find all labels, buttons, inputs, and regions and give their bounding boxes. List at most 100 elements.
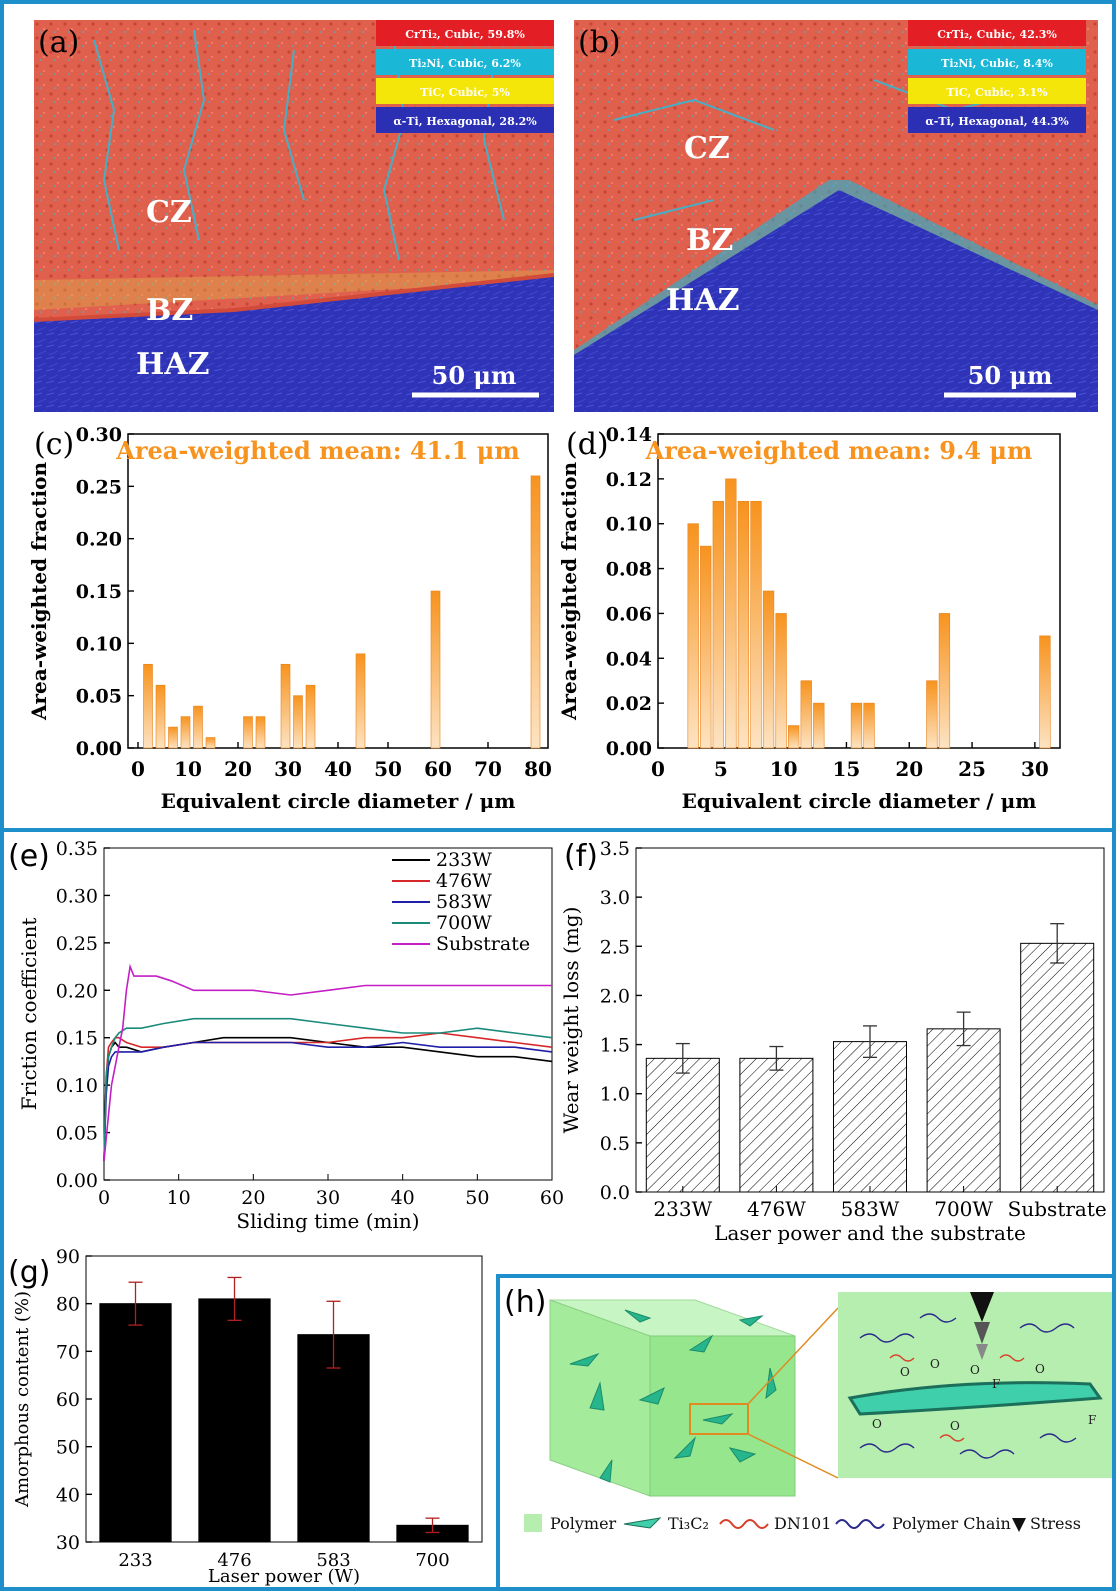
panel-a-micrograph: CrTi₂, Cubic, 59.8% Ti₂Ni, Cubic, 6.2% T… (34, 20, 554, 412)
x-tick-label: 60 (424, 757, 452, 781)
x-axis-label: Equivalent circle diameter / μm (161, 789, 516, 813)
histogram-bar (939, 613, 950, 748)
x-axis-label: Equivalent circle diameter / μm (682, 789, 1037, 813)
histogram-bar (244, 717, 253, 748)
histogram-bar (256, 717, 265, 748)
atom-label-f: F (992, 1377, 1000, 1391)
y-axis-label: Wear weight loss (mg) (560, 907, 583, 1134)
chart-d: (d) 0.000.020.040.060.080.100.120.140510… (560, 420, 1108, 825)
x-tick-label: 25 (958, 757, 986, 781)
legend-item-polymer: Polymer (524, 1514, 617, 1533)
histogram-bar (194, 706, 203, 748)
zone-label-bz: BZ (146, 293, 193, 328)
histogram-bar (726, 479, 737, 748)
histogram-bar (294, 696, 303, 748)
panel-d-letter: (d) (566, 427, 609, 462)
series-line (104, 1033, 552, 1161)
y-tick-label: 0.08 (606, 559, 652, 581)
y-tick-label: 30 (56, 1532, 80, 1554)
x-tick-label: 10 (770, 757, 798, 781)
svg-text:Polymer: Polymer (550, 1514, 617, 1533)
x-tick-label: 10 (167, 1187, 191, 1209)
dn101-chain-icon (720, 1520, 768, 1528)
category-label: 476W (747, 1197, 806, 1221)
y-tick-label: 1.0 (600, 1084, 630, 1106)
atom-label-o: O (950, 1419, 960, 1433)
y-tick-label: 0.15 (76, 581, 122, 603)
histogram-bar (181, 717, 190, 748)
panel-a-legend-item: Ti₂Ni, Cubic, 6.2% (376, 49, 554, 75)
scale-bar-label: 50 μm (968, 361, 1053, 390)
panel-f-letter: (f) (564, 839, 598, 874)
histogram-bar (763, 591, 774, 748)
bar (199, 1299, 270, 1542)
histogram-bar (776, 613, 787, 748)
bar (100, 1304, 171, 1542)
y-tick-label: 0.0 (600, 1182, 630, 1204)
histogram-bar (1040, 636, 1051, 748)
x-tick-label: 30 (316, 1187, 340, 1209)
legend-label: 233W (436, 849, 492, 871)
x-tick-label: 0 (131, 757, 145, 781)
chart-e: (e) 0.000.050.100.150.200.250.300.350102… (6, 836, 576, 1248)
histogram-bar (813, 703, 824, 748)
y-tick-label: 0.10 (56, 1075, 98, 1097)
x-tick-label: 10 (174, 757, 202, 781)
scale-bar-label: 50 μm (432, 361, 517, 390)
x-tick-label: 20 (241, 1187, 265, 1209)
svg-text:α-Ti, Hexagonal, 44.3%: α-Ti, Hexagonal, 44.3% (925, 115, 1069, 128)
category-label: 233W (653, 1197, 712, 1221)
legend-item-stress: Stress (1012, 1514, 1081, 1533)
histogram-bar (431, 591, 440, 748)
svg-text:CrTi₂, Cubic, 59.8%: CrTi₂, Cubic, 59.8% (405, 28, 525, 41)
y-axis-label: Amorphous content (%) (12, 1291, 33, 1508)
histogram-bar (738, 501, 749, 748)
panel-g-letter: (g) (8, 1255, 50, 1290)
polymer-cube (550, 1300, 838, 1496)
legend-item-dn101: DN101 (720, 1514, 831, 1533)
legend-label: 700W (436, 912, 492, 934)
y-tick-label: 0.10 (76, 633, 122, 655)
x-tick-label: 50 (374, 757, 402, 781)
legend-item-polymer-chain: Polymer Chain (836, 1514, 1011, 1533)
legend-item-ti3c2: Ti₃C₂ (624, 1514, 709, 1533)
panel-a-letter: (a) (38, 25, 79, 60)
panel-b-legend-item: Ti₂Ni, Cubic, 8.4% (908, 49, 1086, 75)
zone-label-cz: CZ (146, 195, 192, 230)
histogram-bar (688, 524, 699, 748)
histogram-bar (713, 501, 724, 748)
y-tick-label: 0.20 (56, 980, 98, 1002)
bar (740, 1058, 813, 1192)
x-tick-label: 80 (524, 757, 552, 781)
atom-label-o: O (970, 1363, 980, 1377)
y-tick-label: 0.06 (606, 603, 652, 625)
x-tick-label: 0 (98, 1187, 110, 1209)
y-tick-label: 0.35 (56, 838, 98, 860)
zone-label-haz: HAZ (136, 347, 210, 382)
y-tick-label: 3.5 (600, 838, 630, 860)
bar (833, 1042, 906, 1192)
panel-b-letter: (b) (578, 25, 621, 60)
x-tick-label: 20 (895, 757, 923, 781)
x-tick-label: 0 (651, 757, 665, 781)
stress-arrow-icon (1012, 1518, 1026, 1532)
y-tick-label: 90 (56, 1248, 80, 1268)
chart-title: Area-weighted mean: 41.1 μm (115, 436, 519, 465)
chart-f: (f) 0.00.51.01.52.02.53.03.5233W476W583W… (560, 836, 1112, 1248)
panel-a-legend-item: CrTi₂, Cubic, 59.8% (376, 20, 554, 46)
histogram-bar (864, 703, 875, 748)
histogram-bar (801, 681, 812, 748)
y-tick-label: 0.00 (76, 738, 122, 760)
panel-h-schematic: (h) (500, 1278, 1112, 1587)
histogram-bar (851, 703, 862, 748)
category-label: 700 (415, 1550, 449, 1571)
y-tick-label: 40 (56, 1484, 80, 1506)
y-tick-label: 60 (56, 1389, 80, 1411)
series-line (104, 1019, 552, 1161)
histogram-bar (788, 726, 799, 748)
zoom-inset: O O O O O O F F (838, 1292, 1112, 1478)
zone-label-haz: HAZ (666, 283, 740, 318)
x-axis-label: Laser power (W) (208, 1566, 360, 1586)
panel-b-legend-item: α-Ti, Hexagonal, 44.3% (908, 107, 1086, 133)
y-tick-label: 0.04 (606, 648, 652, 670)
